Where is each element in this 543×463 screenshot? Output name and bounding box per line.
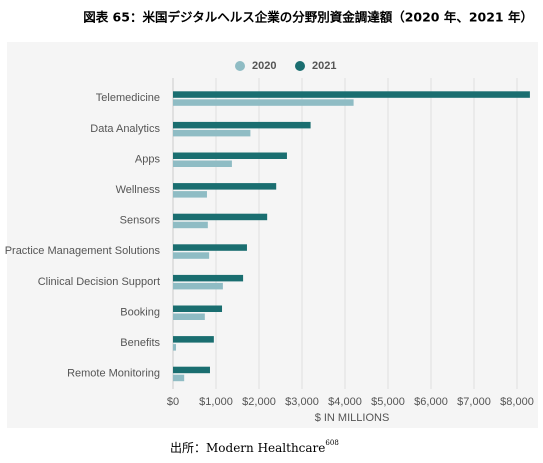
x-axis-title: $ IN MILLIONS (315, 412, 390, 424)
legend-label: 2021 (312, 60, 336, 72)
y-tick-label: Benefits (120, 337, 160, 349)
bar (173, 121, 311, 129)
y-tick-label: Clinical Decision Support (38, 276, 160, 288)
bar (173, 152, 287, 159)
x-tick-label: $8,000 (500, 396, 534, 408)
x-tick-label: $0 (167, 396, 179, 408)
legend-label: 2020 (252, 60, 276, 72)
bar (173, 374, 185, 382)
bar (173, 274, 244, 282)
bar (173, 99, 354, 106)
y-tick-label: Practice Management Solutions (5, 245, 161, 257)
legend-swatch (235, 61, 245, 71)
legend-swatch (295, 61, 305, 71)
x-tick-label: $1,000 (199, 396, 233, 408)
bar (173, 244, 247, 251)
x-tick-label: $3,000 (285, 396, 319, 408)
y-tick-label: Booking (120, 306, 160, 318)
y-tick-label: Telemedicine (96, 92, 160, 104)
chart-panel (7, 42, 538, 428)
bar (173, 221, 208, 229)
chart-title: 図表 65：米国デジタルヘルス企業の分野別資金調達額（2020 年、2021 年… (83, 10, 533, 25)
bar (173, 213, 268, 221)
y-tick-label: Apps (135, 153, 161, 165)
source-text: 出所：Modern Healthcare (170, 441, 325, 455)
y-tick-label: Sensors (120, 215, 161, 227)
bar (173, 91, 530, 98)
source: 出所：Modern Healthcare608 (170, 439, 339, 455)
bar (173, 129, 251, 137)
x-tick-label: $5,000 (371, 396, 405, 408)
bar (173, 366, 210, 374)
x-tick-label: $7,000 (457, 396, 491, 408)
bar (173, 252, 210, 259)
source-note: 608 (325, 439, 338, 447)
bar (173, 336, 214, 343)
bar (173, 160, 232, 167)
y-tick-label: Data Analytics (90, 123, 160, 135)
bar (173, 282, 223, 290)
y-tick-label: Remote Monitoring (67, 368, 160, 380)
x-tick-label: $4,000 (328, 396, 362, 408)
bar (173, 344, 177, 351)
bar (173, 313, 205, 320)
x-tick-label: $2,000 (242, 396, 276, 408)
y-tick-label: Wellness (116, 184, 161, 196)
bar (173, 305, 223, 312)
bar (173, 183, 277, 190)
x-tick-label: $6,000 (414, 396, 448, 408)
bar (173, 191, 207, 198)
